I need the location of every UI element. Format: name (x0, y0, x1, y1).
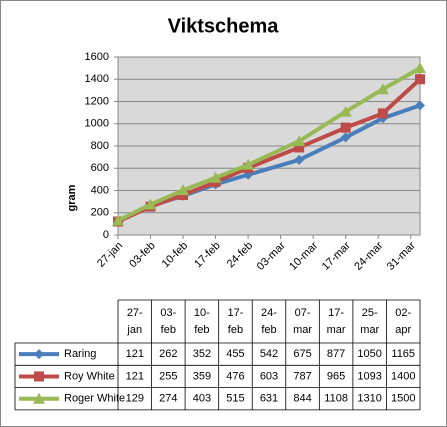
table-value: 129 (126, 393, 144, 405)
legend-marker (34, 371, 44, 382)
point (339, 105, 352, 117)
point (415, 74, 425, 85)
point (415, 100, 425, 111)
table-header: 24-feb (261, 307, 277, 336)
table-value: 121 (126, 348, 144, 360)
point (242, 158, 255, 170)
table-value: 255 (159, 370, 177, 382)
table-value: 1500 (391, 393, 415, 405)
y-tick-label: 1200 (85, 95, 109, 107)
point (112, 214, 124, 226)
y-tick-label: 200 (91, 207, 109, 219)
table-header: 27-jan (126, 307, 143, 336)
table-value: 455 (226, 348, 244, 360)
table-value: 274 (159, 393, 177, 405)
table-value: 965 (327, 370, 345, 382)
point (177, 184, 190, 196)
point (209, 171, 222, 183)
y-tick-label: 800 (91, 140, 109, 152)
table-header: 17-mar (327, 307, 346, 336)
y-tick-label: 1000 (85, 118, 109, 130)
point (377, 108, 388, 119)
table-value: 1093 (357, 370, 381, 382)
point (414, 62, 426, 74)
table-value: 542 (260, 348, 278, 360)
point (294, 154, 305, 165)
table-header: 03-feb (160, 307, 176, 336)
legend-label: Raring (64, 348, 96, 360)
table-value: 403 (193, 393, 211, 405)
table-value: 359 (193, 370, 211, 382)
table-value: 352 (193, 348, 211, 360)
table-value: 844 (293, 393, 311, 405)
legend-marker (33, 392, 45, 404)
y-axis-label: gram (66, 184, 78, 211)
table-header: 10-feb (194, 307, 210, 336)
table-header: 07-mar (293, 307, 312, 336)
point (294, 142, 305, 153)
table-value: 787 (293, 370, 311, 382)
table-value: 1310 (357, 393, 381, 405)
table-value: 1165 (391, 348, 415, 360)
table-value: 515 (226, 393, 244, 405)
table-header: 25-mar (360, 307, 379, 336)
legend-label: Roger White (64, 393, 125, 405)
point (144, 198, 157, 210)
y-tick-label: 0 (103, 229, 109, 241)
table-value: 1400 (391, 370, 415, 382)
table-value: 476 (226, 370, 244, 382)
table-header: 02-apr (395, 307, 411, 336)
y-tick-label: 400 (91, 184, 109, 196)
table-value: 262 (159, 348, 177, 360)
y-tick-label: 1600 (85, 51, 109, 63)
point (376, 83, 389, 95)
point (293, 135, 306, 147)
table-value: 675 (293, 348, 311, 360)
table-value: 631 (260, 393, 278, 405)
table-header: 17-feb (227, 307, 243, 336)
legend-marker (34, 349, 44, 360)
y-tick-label: 600 (91, 162, 109, 174)
legend-label: Roy White (64, 370, 115, 382)
table-value: 1108 (324, 393, 348, 405)
point (340, 132, 351, 143)
chart-title: Viktschema (168, 15, 280, 37)
table-value: 1050 (357, 348, 381, 360)
point (340, 122, 351, 133)
table-value: 603 (260, 370, 278, 382)
table-value: 121 (126, 370, 144, 382)
y-tick-label: 1400 (85, 73, 109, 85)
table-value: 877 (327, 348, 345, 360)
